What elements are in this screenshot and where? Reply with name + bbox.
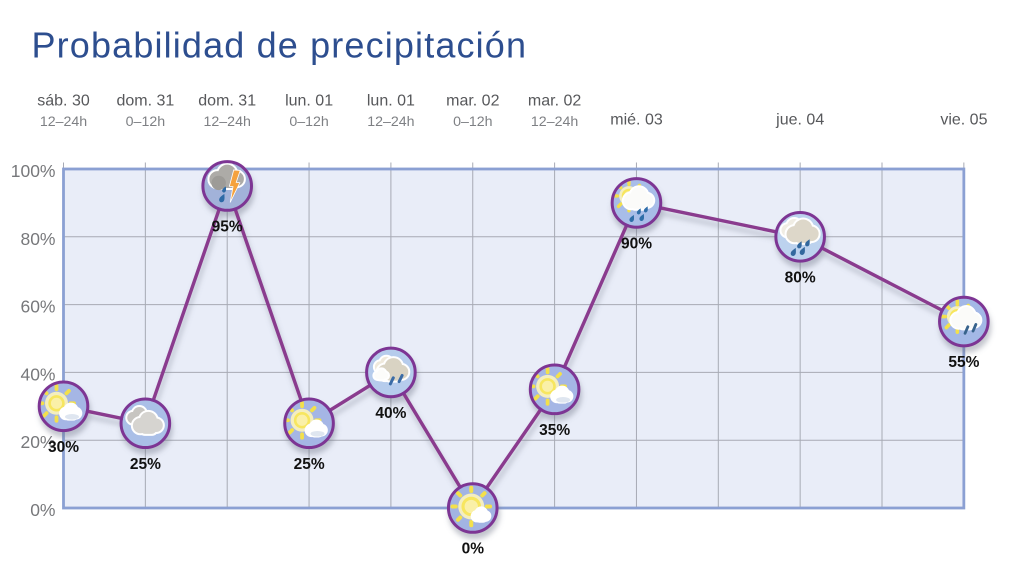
svg-text:40%: 40% xyxy=(20,364,55,384)
svg-text:mar. 02: mar. 02 xyxy=(446,93,499,110)
svg-text:95%: 95% xyxy=(212,218,243,235)
svg-text:0%: 0% xyxy=(462,541,485,558)
svg-text:0%: 0% xyxy=(30,500,55,520)
svg-text:12–24h: 12–24h xyxy=(531,114,578,130)
svg-text:Probabilidad de precipitación: Probabilidad de precipitación xyxy=(32,25,528,66)
svg-text:12–24h: 12–24h xyxy=(367,114,414,130)
svg-text:12–24h: 12–24h xyxy=(40,114,87,130)
svg-text:lun. 01: lun. 01 xyxy=(285,93,333,110)
svg-text:80%: 80% xyxy=(20,229,55,249)
svg-text:100%: 100% xyxy=(11,161,56,181)
svg-text:60%: 60% xyxy=(20,297,55,317)
svg-text:0–12h: 0–12h xyxy=(126,114,165,130)
svg-text:20%: 20% xyxy=(20,432,55,452)
svg-text:12–24h: 12–24h xyxy=(204,114,251,130)
svg-text:mar. 02: mar. 02 xyxy=(528,93,581,110)
svg-text:lun. 01: lun. 01 xyxy=(367,93,415,110)
svg-text:dom. 31: dom. 31 xyxy=(116,93,174,110)
svg-text:vie. 05: vie. 05 xyxy=(940,112,987,129)
svg-text:mié. 03: mié. 03 xyxy=(610,112,663,129)
svg-text:sáb. 30: sáb. 30 xyxy=(37,93,90,110)
svg-text:80%: 80% xyxy=(785,269,816,286)
svg-text:40%: 40% xyxy=(375,405,406,422)
svg-text:25%: 25% xyxy=(130,456,161,473)
svg-text:30%: 30% xyxy=(48,439,79,456)
svg-text:90%: 90% xyxy=(621,235,652,252)
svg-text:0–12h: 0–12h xyxy=(289,114,328,130)
svg-text:0–12h: 0–12h xyxy=(453,114,492,130)
svg-text:jue. 04: jue. 04 xyxy=(775,112,824,129)
svg-text:35%: 35% xyxy=(539,422,570,439)
svg-text:55%: 55% xyxy=(948,354,979,371)
svg-text:dom. 31: dom. 31 xyxy=(198,93,256,110)
svg-text:25%: 25% xyxy=(294,456,325,473)
